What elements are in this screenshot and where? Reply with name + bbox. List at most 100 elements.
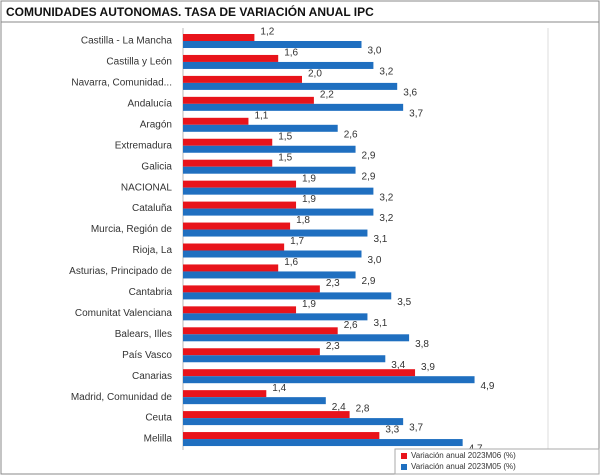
value-label: 1,8 <box>296 215 310 226</box>
bar <box>183 187 374 195</box>
value-label: 1,5 <box>278 131 292 142</box>
bar <box>183 159 273 167</box>
category-label: Canarias <box>132 371 172 382</box>
bar <box>183 306 297 314</box>
value-label: 3,9 <box>421 362 435 373</box>
value-label: 3,3 <box>385 425 399 436</box>
bar <box>183 145 356 153</box>
value-label: 3,0 <box>368 255 382 266</box>
category-label: Andalucía <box>128 98 173 109</box>
legend-swatch <box>401 453 407 459</box>
category-label: Rioja, La <box>133 245 173 256</box>
value-label: 2,8 <box>356 404 370 415</box>
bar <box>183 96 314 104</box>
value-label: 3,1 <box>373 234 387 245</box>
category-label: Castilla - La Mancha <box>81 36 173 47</box>
value-label: 2,6 <box>344 129 358 140</box>
bar <box>183 229 368 237</box>
category-label: Ceuta <box>145 413 172 424</box>
bar <box>183 41 362 48</box>
legend-box <box>394 448 600 475</box>
bar <box>183 124 338 132</box>
bar <box>183 222 291 230</box>
bar <box>183 271 356 279</box>
bar <box>183 61 374 69</box>
value-label: 2,9 <box>362 276 376 287</box>
category-label: Galicia <box>141 161 172 172</box>
bar <box>183 166 356 174</box>
bar <box>183 138 273 146</box>
value-label: 3,8 <box>415 339 429 350</box>
category-label: NACIONAL <box>121 182 173 193</box>
bar <box>183 397 326 405</box>
bar <box>183 292 392 300</box>
value-label: 2,4 <box>332 402 346 413</box>
value-label: 2,9 <box>362 150 376 161</box>
bar <box>183 201 297 209</box>
value-label: 1,1 <box>254 110 268 121</box>
bar <box>183 334 410 342</box>
bar <box>183 355 386 363</box>
value-label: 2,3 <box>326 278 340 289</box>
value-label: 1,6 <box>284 48 298 59</box>
value-label: 3,4 <box>391 360 405 371</box>
value-label: 3,2 <box>379 213 393 224</box>
bar <box>183 432 380 440</box>
category-label: Murcia, Región de <box>91 224 173 235</box>
bar <box>183 313 368 321</box>
bar <box>183 75 302 83</box>
value-label: 2,0 <box>308 69 322 80</box>
value-label: 3,7 <box>409 423 423 434</box>
category-label: Extremadura <box>115 140 173 151</box>
bar <box>183 348 320 356</box>
bar <box>183 180 297 188</box>
value-label: 1,4 <box>272 383 286 394</box>
value-label: 3,0 <box>368 46 382 57</box>
category-label: Balears, Illes <box>115 329 172 340</box>
bar <box>183 208 374 216</box>
value-label: 1,9 <box>302 299 316 310</box>
bar <box>183 54 279 62</box>
value-label: 3,2 <box>379 192 393 203</box>
value-label: 3,1 <box>373 318 387 329</box>
bar <box>183 243 285 251</box>
bar <box>183 285 320 293</box>
value-label: 1,9 <box>302 194 316 205</box>
bar <box>183 418 404 426</box>
bar <box>183 369 416 377</box>
value-label: 3,7 <box>409 108 423 119</box>
category-label: País Vasco <box>122 350 172 361</box>
bar <box>183 34 255 41</box>
category-label: Aragón <box>140 119 172 130</box>
bar <box>183 117 249 125</box>
category-label: Castilla y León <box>106 57 172 68</box>
value-label: 3,5 <box>397 297 411 308</box>
value-label: 3,6 <box>403 88 417 99</box>
category-label: Comunitat Valenciana <box>75 308 173 319</box>
value-label: 1,9 <box>302 173 316 184</box>
value-label: 2,3 <box>326 341 340 352</box>
bar <box>183 439 463 447</box>
value-label: 1,7 <box>290 236 304 247</box>
legend-label: Variación anual 2023M06 (%) <box>411 451 516 460</box>
value-label: 4,9 <box>481 381 495 392</box>
bar <box>183 411 350 419</box>
bar <box>183 390 267 398</box>
bar <box>183 103 404 111</box>
value-label: 2,2 <box>320 89 334 100</box>
legend-label: Variación anual 2023M05 (%) <box>411 462 516 471</box>
value-label: 1,2 <box>260 27 274 38</box>
value-label: 1,6 <box>284 257 298 268</box>
legend-swatch <box>401 464 407 470</box>
category-label: Madrid, Comunidad de <box>71 392 173 403</box>
bar <box>183 376 475 384</box>
category-label: Melilla <box>144 434 173 445</box>
category-label: Asturias, Principado de <box>69 266 172 277</box>
bar <box>183 250 362 258</box>
bar <box>183 82 398 90</box>
value-label: 2,6 <box>344 320 358 331</box>
category-label: Navarra, Comunidad... <box>71 78 172 89</box>
value-label: 2,9 <box>362 171 376 182</box>
bar <box>183 264 279 272</box>
